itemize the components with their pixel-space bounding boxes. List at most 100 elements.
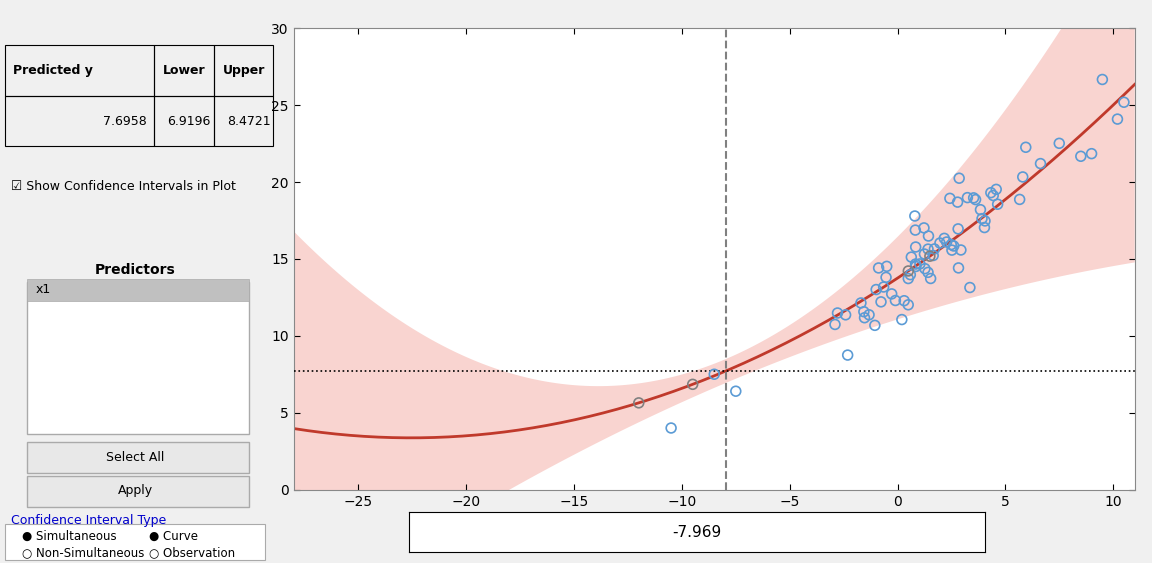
Point: [949, 263, 968, 272]
Point: [941, 194, 960, 203]
Point: [1049, 139, 1068, 148]
Point: [961, 283, 979, 292]
Point: [1016, 143, 1034, 152]
Point: [836, 310, 855, 319]
Point: [925, 244, 943, 253]
Point: [952, 245, 970, 254]
Point: [949, 225, 968, 234]
Text: 7.6958: 7.6958: [104, 114, 146, 128]
Point: [915, 224, 933, 233]
Point: [874, 283, 893, 292]
Point: [851, 298, 870, 307]
Bar: [154, 45, 214, 96]
Point: [662, 423, 681, 432]
Point: [972, 214, 991, 223]
Point: [950, 174, 969, 183]
Point: [976, 223, 994, 232]
Point: [916, 264, 934, 273]
Point: [964, 193, 983, 202]
Point: [886, 296, 904, 305]
Point: [683, 380, 702, 389]
Point: [942, 245, 961, 254]
Point: [899, 274, 917, 283]
Point: [865, 321, 884, 330]
Point: [924, 251, 942, 260]
Point: [1031, 159, 1049, 168]
Point: [905, 212, 924, 221]
Bar: [26, 476, 249, 507]
Point: [705, 370, 723, 379]
Point: [727, 387, 745, 396]
Point: [948, 198, 967, 207]
Point: [882, 289, 901, 298]
Point: [976, 216, 994, 225]
Text: Upper: Upper: [222, 64, 265, 77]
Text: Lower: Lower: [162, 64, 205, 77]
Point: [988, 200, 1007, 209]
Point: [859, 310, 878, 319]
Point: [1108, 115, 1127, 124]
Point: [855, 313, 873, 322]
Point: [902, 253, 920, 262]
Point: [967, 195, 985, 204]
Bar: [26, 442, 249, 473]
Point: [867, 285, 886, 294]
Point: [984, 191, 1002, 200]
Bar: [26, 279, 249, 301]
Text: Predicted y: Predicted y: [13, 64, 92, 77]
Text: -7.969: -7.969: [673, 525, 721, 539]
Point: [870, 263, 888, 272]
Point: [839, 351, 857, 360]
Point: [855, 307, 873, 316]
Text: ○ Non-Simultaneous: ○ Non-Simultaneous: [22, 546, 144, 560]
Text: ● Simultaneous: ● Simultaneous: [22, 529, 116, 543]
Bar: [214, 45, 273, 96]
Point: [1083, 149, 1101, 158]
Text: Select All: Select All: [106, 450, 165, 464]
Bar: [6, 524, 265, 560]
Point: [922, 274, 940, 283]
Text: 8.4721: 8.4721: [227, 114, 271, 128]
Text: Apply: Apply: [118, 484, 153, 498]
Point: [899, 266, 917, 275]
Text: Confidence Interval Type: Confidence Interval Type: [10, 514, 166, 528]
Point: [893, 315, 911, 324]
Point: [945, 242, 963, 251]
Point: [920, 252, 939, 261]
Point: [919, 244, 938, 253]
Point: [915, 249, 933, 258]
Text: ☑ Show Confidence Intervals in Plot: ☑ Show Confidence Intervals in Plot: [10, 180, 236, 194]
Point: [935, 234, 954, 243]
Bar: [26, 282, 249, 434]
Point: [907, 226, 925, 235]
Point: [899, 300, 917, 309]
Bar: [154, 96, 214, 146]
Text: ● Curve: ● Curve: [149, 529, 198, 543]
Bar: [6, 45, 154, 96]
Bar: [214, 96, 273, 146]
Point: [907, 262, 925, 271]
Point: [987, 185, 1006, 194]
Point: [958, 193, 977, 202]
Point: [971, 205, 990, 214]
Bar: [6, 96, 154, 146]
Text: 6.9196: 6.9196: [167, 114, 211, 128]
Point: [919, 268, 938, 277]
Point: [1115, 98, 1134, 107]
Text: x1: x1: [36, 283, 51, 297]
Point: [1093, 75, 1112, 84]
Point: [1071, 152, 1090, 161]
Point: [919, 231, 938, 240]
Point: [828, 309, 847, 318]
Point: [872, 297, 890, 306]
X-axis label: x1: x1: [705, 514, 723, 529]
Point: [942, 240, 961, 249]
Point: [878, 262, 896, 271]
Point: [877, 273, 895, 282]
Point: [907, 243, 925, 252]
Point: [911, 260, 930, 269]
Point: [938, 238, 956, 247]
Point: [1010, 195, 1029, 204]
Point: [826, 320, 844, 329]
Point: [907, 260, 925, 269]
